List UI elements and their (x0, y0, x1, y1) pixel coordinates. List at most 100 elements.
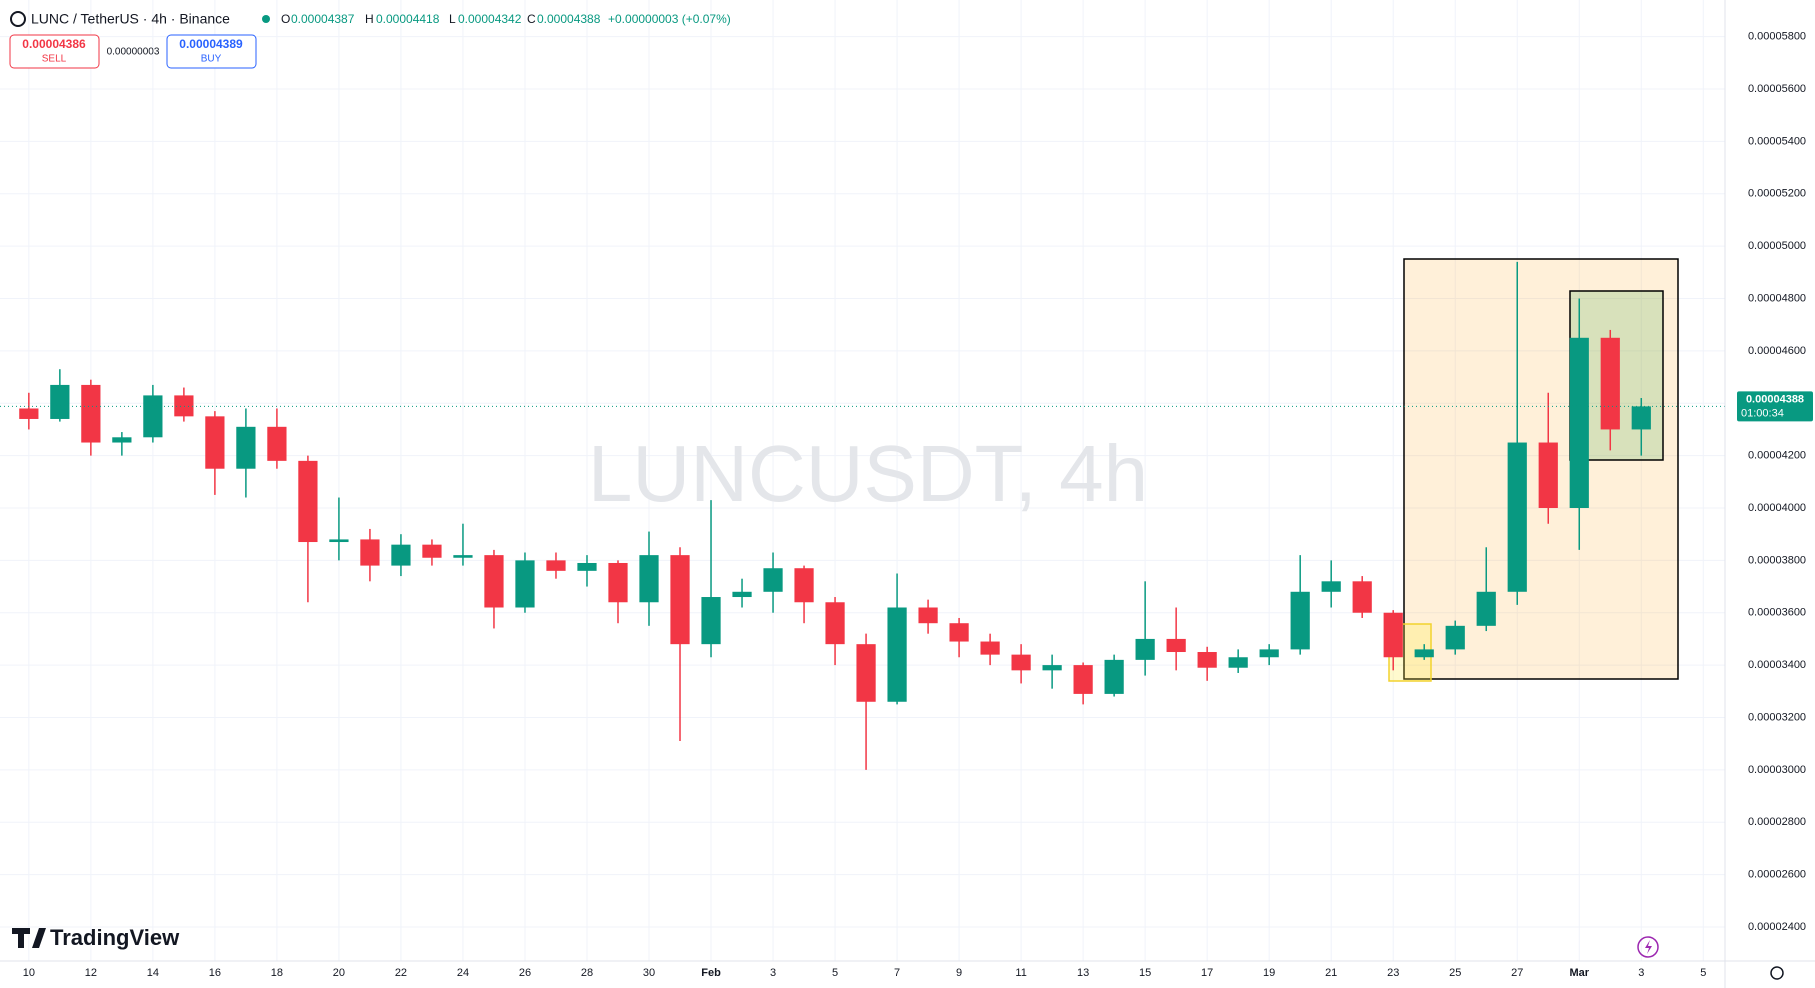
candle-body (763, 568, 783, 592)
sell-button[interactable] (9, 34, 100, 69)
candle-body (1383, 612, 1403, 658)
y-tick-label: 0.00003400 (1748, 659, 1806, 671)
last-price-label: 0.00004388 (1746, 393, 1804, 405)
candle-body (1321, 581, 1341, 592)
candle-body (391, 544, 411, 566)
y-tick-label: 0.00003800 (1748, 554, 1806, 566)
buy-price: 0.00004389 (179, 37, 243, 51)
legend-key: O (281, 12, 290, 26)
candle-body (918, 607, 938, 624)
watermark: LUNCUSDT, 4h (588, 429, 1148, 518)
candle-body (515, 560, 535, 608)
y-tick-label: 0.00003200 (1748, 711, 1806, 723)
x-tick-label: 14 (147, 967, 159, 979)
candle-body (608, 562, 628, 603)
symbol-icon (10, 11, 26, 27)
y-tick-label: 0.00004200 (1748, 450, 1806, 462)
candle-body (1414, 649, 1434, 658)
sell-price: 0.00004386 (22, 37, 86, 51)
x-tick-label: 5 (832, 967, 838, 979)
candle-body (949, 623, 969, 642)
candle-body (887, 607, 907, 702)
candle-body (1259, 649, 1279, 658)
x-tick-label: 28 (581, 967, 593, 979)
brand-logo[interactable]: TradingView (12, 925, 180, 950)
y-tick-label: 0.00003000 (1748, 764, 1806, 776)
grid (0, 0, 1725, 961)
candle-body (701, 597, 721, 645)
settings-icon[interactable] (1770, 966, 1784, 980)
candle-body (577, 562, 597, 571)
sell-label: SELL (42, 54, 67, 65)
y-tick-label: 0.00004800 (1748, 292, 1806, 304)
candle-body (360, 539, 380, 566)
candle-body (1011, 654, 1031, 671)
x-tick-label: 18 (271, 967, 283, 979)
candle-body (1166, 638, 1186, 653)
x-tick-label: 25 (1449, 967, 1461, 979)
candle-body (422, 544, 442, 558)
x-tick-label: Feb (701, 967, 721, 979)
candle-body (205, 416, 225, 469)
y-tick-label: 0.00005800 (1748, 31, 1806, 43)
x-tick-label: 21 (1325, 967, 1337, 979)
countdown: 01:00:34 (1741, 407, 1784, 419)
candle-body (81, 384, 101, 443)
y-tick-label: 0.00005000 (1748, 240, 1806, 252)
x-tick-label: 17 (1201, 967, 1213, 979)
x-tick-label: 20 (333, 967, 345, 979)
x-tick-label: 23 (1387, 967, 1399, 979)
x-tick-label: 22 (395, 967, 407, 979)
candle-body (1631, 406, 1651, 430)
x-tick-label: 7 (894, 967, 900, 979)
candle-body (1538, 442, 1558, 508)
x-tick-label: 16 (209, 967, 221, 979)
x-tick-label: 19 (1263, 967, 1275, 979)
candle-body (329, 539, 349, 543)
candle-body (1290, 591, 1310, 650)
y-tick-label: 0.00004000 (1748, 502, 1806, 514)
y-tick-label: 0.00003600 (1748, 607, 1806, 619)
logo-mark (12, 928, 46, 948)
candle-body (1197, 652, 1217, 668)
y-tick-label: 0.00005400 (1748, 135, 1806, 147)
legend-key: L (449, 12, 456, 26)
candle-body (794, 568, 814, 603)
x-tick-label: 5 (1700, 967, 1706, 979)
status-dot (262, 15, 270, 23)
x-tick-label: 15 (1139, 967, 1151, 979)
x-tick-label: 26 (519, 967, 531, 979)
x-tick-label: 27 (1511, 967, 1523, 979)
buy-label: BUY (201, 54, 222, 65)
candle-body (19, 408, 39, 419)
x-tick-label: 3 (1638, 967, 1644, 979)
y-tick-label: 0.00004600 (1748, 345, 1806, 357)
candle-body (298, 460, 318, 543)
spread: 0.00000003 (107, 47, 160, 58)
buy-button[interactable] (166, 34, 257, 69)
x-tick-label: 13 (1077, 967, 1089, 979)
x-tick-label: Mar (1569, 967, 1589, 979)
candle-body (236, 426, 256, 469)
candle-body (639, 555, 659, 603)
legend-key: H (365, 12, 374, 26)
candle-body (143, 395, 163, 438)
candle-body (546, 560, 566, 571)
candle-body (856, 644, 876, 702)
legend-key: C (527, 12, 536, 26)
candle-body (732, 591, 752, 598)
change: +0.00000003 (+0.07%) (608, 12, 731, 26)
y-tick-label: 0.00005600 (1748, 83, 1806, 95)
candle-body (112, 437, 132, 443)
x-tick-label: 11 (1015, 967, 1026, 979)
legend-value: 0.00004418 (376, 12, 440, 26)
alert-icon[interactable] (1637, 936, 1659, 958)
x-tick-label: 30 (643, 967, 655, 979)
x-tick-label: 9 (956, 967, 962, 979)
brand: TradingView (50, 925, 180, 950)
legend-value: 0.00004388 (537, 12, 601, 26)
drawings (1388, 258, 1679, 682)
symbol-title[interactable]: LUNC / TetherUS · 4h · Binance (31, 11, 230, 27)
candle-body (50, 384, 70, 419)
